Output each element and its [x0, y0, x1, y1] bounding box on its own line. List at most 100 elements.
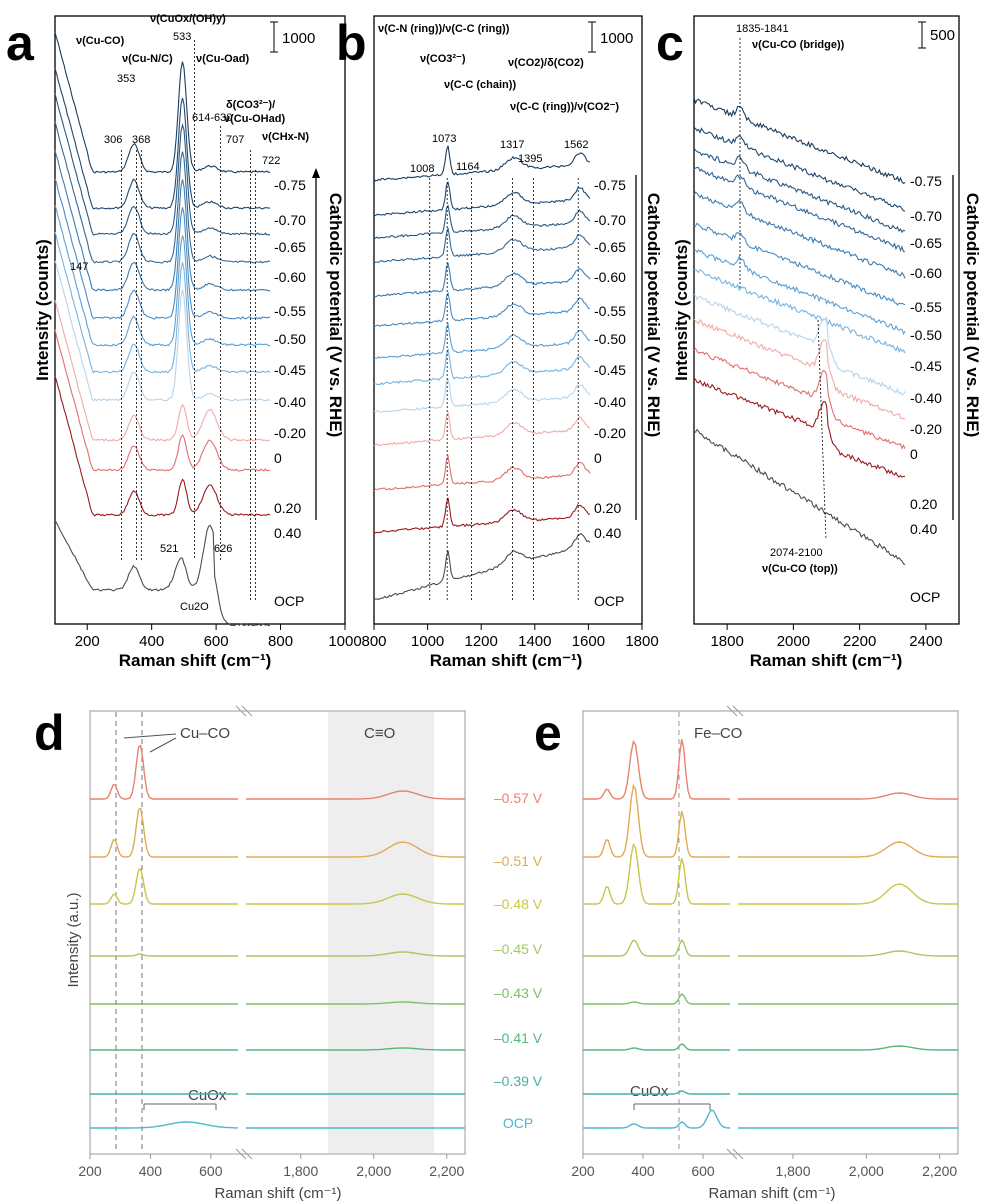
series-label: -0.75 — [274, 177, 306, 193]
x-axis-label-e: Raman shift (cm⁻¹) — [708, 1185, 835, 1202]
peak-label-353: 353 — [117, 73, 135, 85]
series-label: 0.20 — [274, 500, 301, 516]
x-tick-label: 200 — [75, 633, 100, 650]
series-label: OCP — [274, 593, 304, 609]
spectrum-trace — [373, 291, 591, 328]
arrow-head-a — [312, 168, 320, 178]
peak-label-533: 533 — [173, 31, 191, 43]
series-label: 0 — [274, 450, 282, 466]
x-tick-label: 600 — [691, 1163, 715, 1179]
series-label: -0.45 — [910, 358, 942, 374]
x-tick-label: 1,800 — [775, 1163, 810, 1179]
panel-b: b 800 1000 1200 1400 1600 1800 Raman shift (c… — [336, 15, 663, 670]
series-label: -0.70 — [910, 208, 942, 224]
series-label: -0.55 — [274, 303, 306, 319]
series-label: 0 — [594, 450, 602, 466]
spectrum-trace — [373, 180, 591, 217]
spectrum-trace-left — [583, 739, 730, 800]
series-label: -0.60 — [910, 265, 942, 281]
spectrum-trace-right — [738, 792, 958, 800]
spectrum-trace — [374, 347, 591, 386]
x-tick-label: 1800 — [625, 633, 658, 650]
peak-lines-b — [429, 178, 579, 600]
spectrum-trace — [54, 260, 271, 402]
spectrum-trace — [693, 166, 906, 253]
series-label: -0.40 — [594, 394, 626, 410]
assign-co3-b: ν(CO3²⁻) — [420, 53, 466, 65]
spectrum-trace — [373, 262, 591, 298]
series-label: OCP — [910, 589, 940, 605]
assign-cu-ohad-a: ν(Cu-OHad) — [224, 113, 285, 125]
spectrum-trace — [373, 145, 591, 182]
right-axis-label-c: Cathodic potential (V vs. RHE) — [963, 193, 982, 438]
spectrum-trace-right — [738, 883, 958, 905]
series-label: -0.50 — [910, 327, 942, 343]
y-axis-label-a: Intensity (counts) — [33, 239, 52, 381]
panel-e: e 200 400 600 1,800 2,000 2,200 Raman shift (… — [534, 705, 959, 1202]
spectrum-trace — [693, 126, 906, 212]
panel-letter-a: a — [6, 15, 35, 71]
spectrum-trace-left — [583, 783, 730, 858]
spectrum-trace — [373, 227, 591, 264]
spectrum-trace-right — [246, 1047, 465, 1051]
series-label: -0.55 — [910, 299, 942, 315]
assign-cn-ring-b: ν(C-N (ring))/ν(C-C (ring)) — [378, 23, 510, 35]
spectrum-trace — [373, 322, 591, 360]
spectrum-trace — [373, 204, 591, 240]
spectrum-trace-left — [90, 1121, 238, 1129]
x-ticks-e: 200 400 600 1,800 2,000 2,200 — [571, 1154, 957, 1179]
x-tick-label: 1000 — [328, 633, 361, 650]
x-tick-label: 1600 — [572, 633, 605, 650]
assign-cu-nc-a: ν(Cu-N/C) — [122, 53, 173, 65]
scale-bar-label-c: 500 — [930, 27, 955, 44]
x-tick-label: 1200 — [465, 633, 498, 650]
x-tick-label: 2200 — [843, 633, 876, 650]
x-tick-label: 400 — [631, 1163, 655, 1179]
spectrum-trace — [54, 121, 271, 264]
spectrum-trace-left — [583, 938, 730, 957]
series-label: -0.40 — [274, 394, 306, 410]
series-label: -0.50 — [274, 331, 306, 347]
peak-label-521: 521 — [160, 543, 178, 555]
assign-cc-ring-b: ν(C-C (ring))/ν(CO2⁻) — [510, 101, 619, 113]
plot-frame-e — [582, 710, 959, 1155]
x-ticks-a: 200 400 600 800 1000 — [75, 624, 362, 650]
peak-label-614: 614-630 — [192, 112, 232, 124]
x-axis-label-a: Raman shift (cm⁻¹) — [119, 651, 272, 670]
x-tick-label: 400 — [139, 1163, 163, 1179]
series-label: -0.65 — [594, 239, 626, 255]
spectrum-trace-right — [246, 893, 465, 905]
x-tick-label: 600 — [199, 1163, 223, 1179]
series-label: –0.51 V — [494, 853, 543, 869]
traces-c — [693, 97, 906, 566]
spectrum-trace — [693, 428, 906, 566]
spectrum-trace-left — [583, 1043, 730, 1051]
peak-label-1008: 1008 — [410, 163, 434, 175]
spectrum-trace — [54, 520, 271, 627]
peak-label-1164: 1164 — [456, 161, 480, 173]
x-axis-label-b: Raman shift (cm⁻¹) — [430, 651, 583, 670]
spectrum-trace-left — [90, 953, 238, 957]
panel-letter-e: e — [534, 705, 562, 761]
cu2o-label-a: Cu2O — [180, 601, 209, 613]
x-ticks-b: 800 1000 1200 1400 1600 1800 — [361, 624, 659, 650]
series-labels-c: -0.75 -0.70 -0.65 -0.60 -0.55 -0.50 -0.45 -0.40… — [910, 173, 942, 605]
spectrum-trace — [54, 93, 271, 236]
peak-label-1835: 1835-1841 — [736, 23, 789, 35]
assign-co3-a: δ(CO3²⁻)/ — [226, 99, 275, 111]
fe-co-label-e: Fe–CO — [694, 725, 742, 742]
annotations-b: ν(C-N (ring))/ν(C-C (ring)) ν(CO3²⁻) ν(C… — [378, 23, 619, 175]
spectrum-trace — [54, 150, 271, 292]
series-label: –0.57 V — [494, 790, 543, 806]
x-axis-label-c: Raman shift (cm⁻¹) — [750, 651, 903, 670]
series-labels-d: –0.57 V –0.51 V –0.48 V –0.45 V –0.43 V –0.41… — [494, 790, 543, 1131]
cuox-label-d: CuOx — [188, 1087, 227, 1104]
panel-letter-d: d — [34, 705, 65, 761]
series-label: 0.40 — [594, 525, 621, 541]
series-label: -0.70 — [594, 212, 626, 228]
peak-label-306: 306 — [104, 134, 122, 146]
spectrum-trace-left — [583, 1109, 731, 1129]
spectrum-trace-left — [90, 807, 238, 858]
peak-label-722: 722 — [262, 155, 280, 167]
spectrum-trace — [693, 318, 906, 420]
